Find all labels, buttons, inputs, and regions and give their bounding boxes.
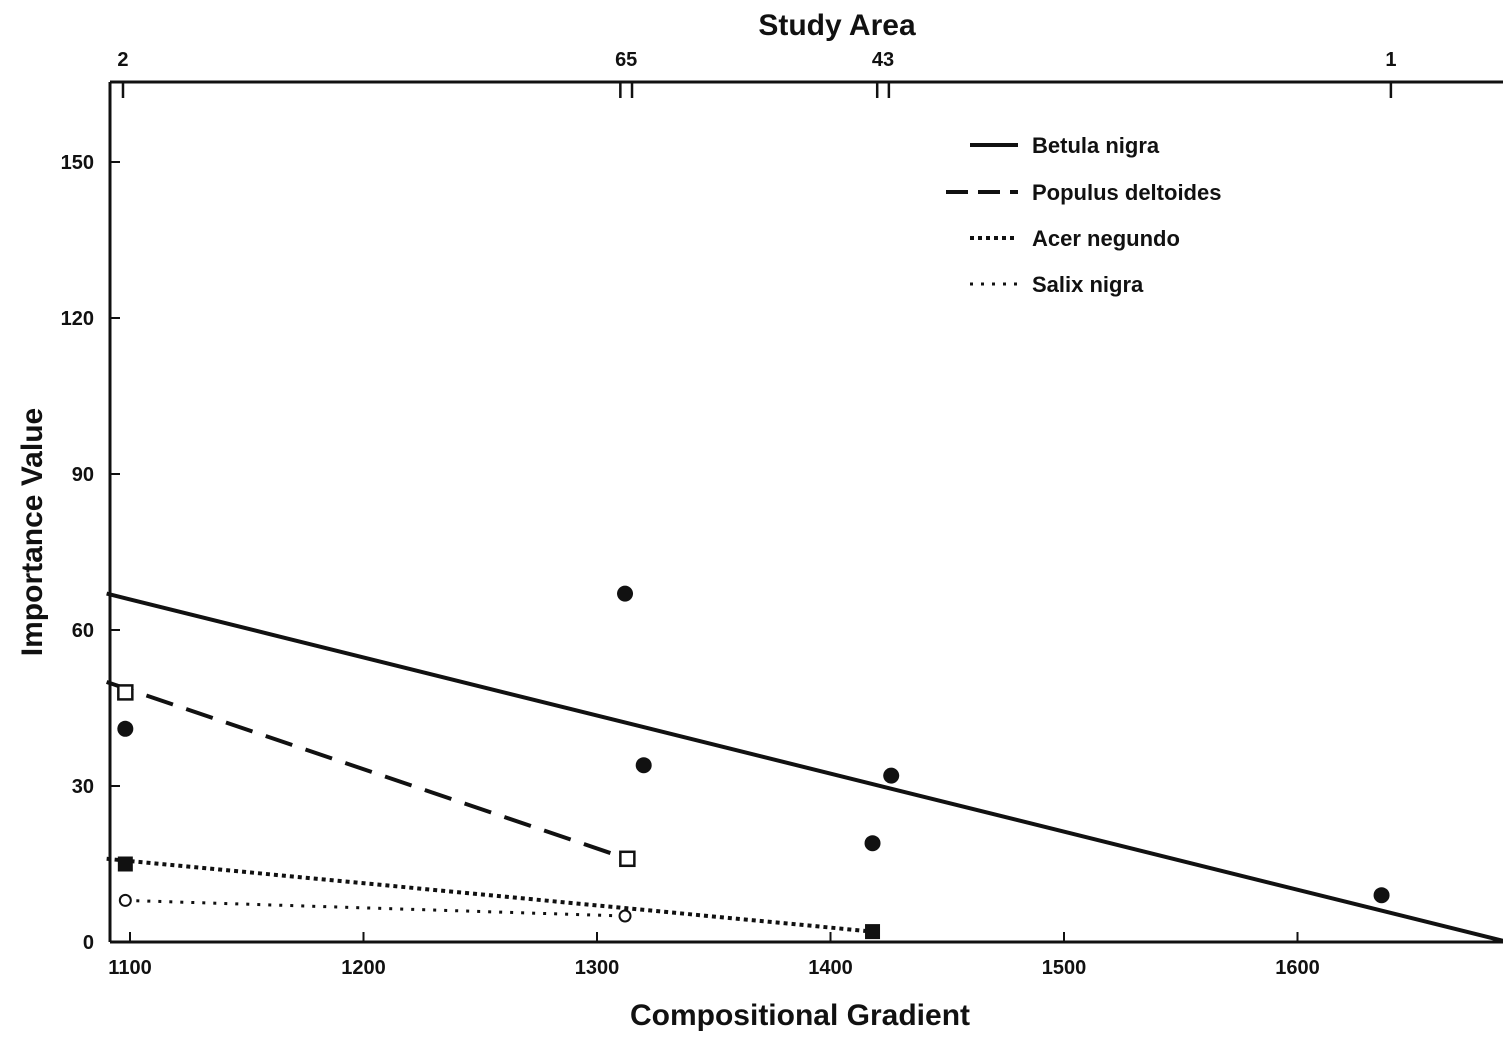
data-point-series-0 xyxy=(1373,887,1390,904)
legend-label-series-0: Betula nigra xyxy=(1032,133,1160,158)
fit-line-series-2 xyxy=(106,856,873,934)
legend-label-series-2: Acer negundo xyxy=(1032,226,1180,251)
legend: Betula nigra Populus deltoides Acer negund… xyxy=(946,133,1221,297)
legend-label-series-3: Salix nigra xyxy=(1032,272,1144,297)
study-area-ticks: 2 65 43 1 xyxy=(117,49,1396,98)
y-tick-label: 150 xyxy=(61,152,94,174)
y-tick-label: 30 xyxy=(72,776,94,798)
y-tick-label: 60 xyxy=(72,620,94,642)
fit-line-series-1 xyxy=(106,680,628,861)
data-point-series-0 xyxy=(635,757,652,774)
x-tick-label: 1600 xyxy=(1275,957,1320,979)
fit-line-series-3 xyxy=(125,898,626,918)
y-axis-ticks: 0 30 60 90 120 150 xyxy=(61,152,120,954)
y-tick-label: 0 xyxy=(83,932,94,954)
study-area-label: 1 xyxy=(1385,49,1396,71)
study-area-label: 65 xyxy=(615,49,637,71)
legend-label-series-1: Populus deltoides xyxy=(1032,180,1221,205)
x-tick-label: 1100 xyxy=(108,957,151,979)
study-area-label: 43 xyxy=(872,49,894,71)
data-point-series-1 xyxy=(619,850,636,868)
data-point-series-2 xyxy=(117,856,133,872)
fit-line-series-0 xyxy=(106,591,1503,943)
data-markers xyxy=(117,585,1390,940)
study-area-label: 2 xyxy=(117,49,128,71)
fit-lines xyxy=(106,591,1503,943)
x-tick-label: 1500 xyxy=(1042,957,1087,979)
data-point-series-0 xyxy=(864,835,881,852)
y-tick-label: 90 xyxy=(72,464,94,486)
y-tick-label: 120 xyxy=(61,308,94,330)
data-point-series-0 xyxy=(883,767,900,784)
data-point-series-3 xyxy=(118,893,132,907)
x-tick-label: 1300 xyxy=(575,957,620,979)
data-point-series-0 xyxy=(117,720,134,737)
x-tick-label: 1400 xyxy=(808,957,853,979)
data-point-series-0 xyxy=(617,585,634,602)
x-tick-label: 1200 xyxy=(341,957,386,979)
top-axis-title: Study Area xyxy=(758,9,916,42)
x-axis-ticks: 1100 1200 1300 1400 1500 1600 xyxy=(108,932,1320,979)
data-point-series-2 xyxy=(865,924,881,940)
y-axis-title: Importance Value xyxy=(16,408,49,656)
data-point-series-3 xyxy=(618,909,632,923)
data-point-series-1 xyxy=(117,684,134,701)
x-axis-title: Compositional Gradient xyxy=(630,999,970,1032)
